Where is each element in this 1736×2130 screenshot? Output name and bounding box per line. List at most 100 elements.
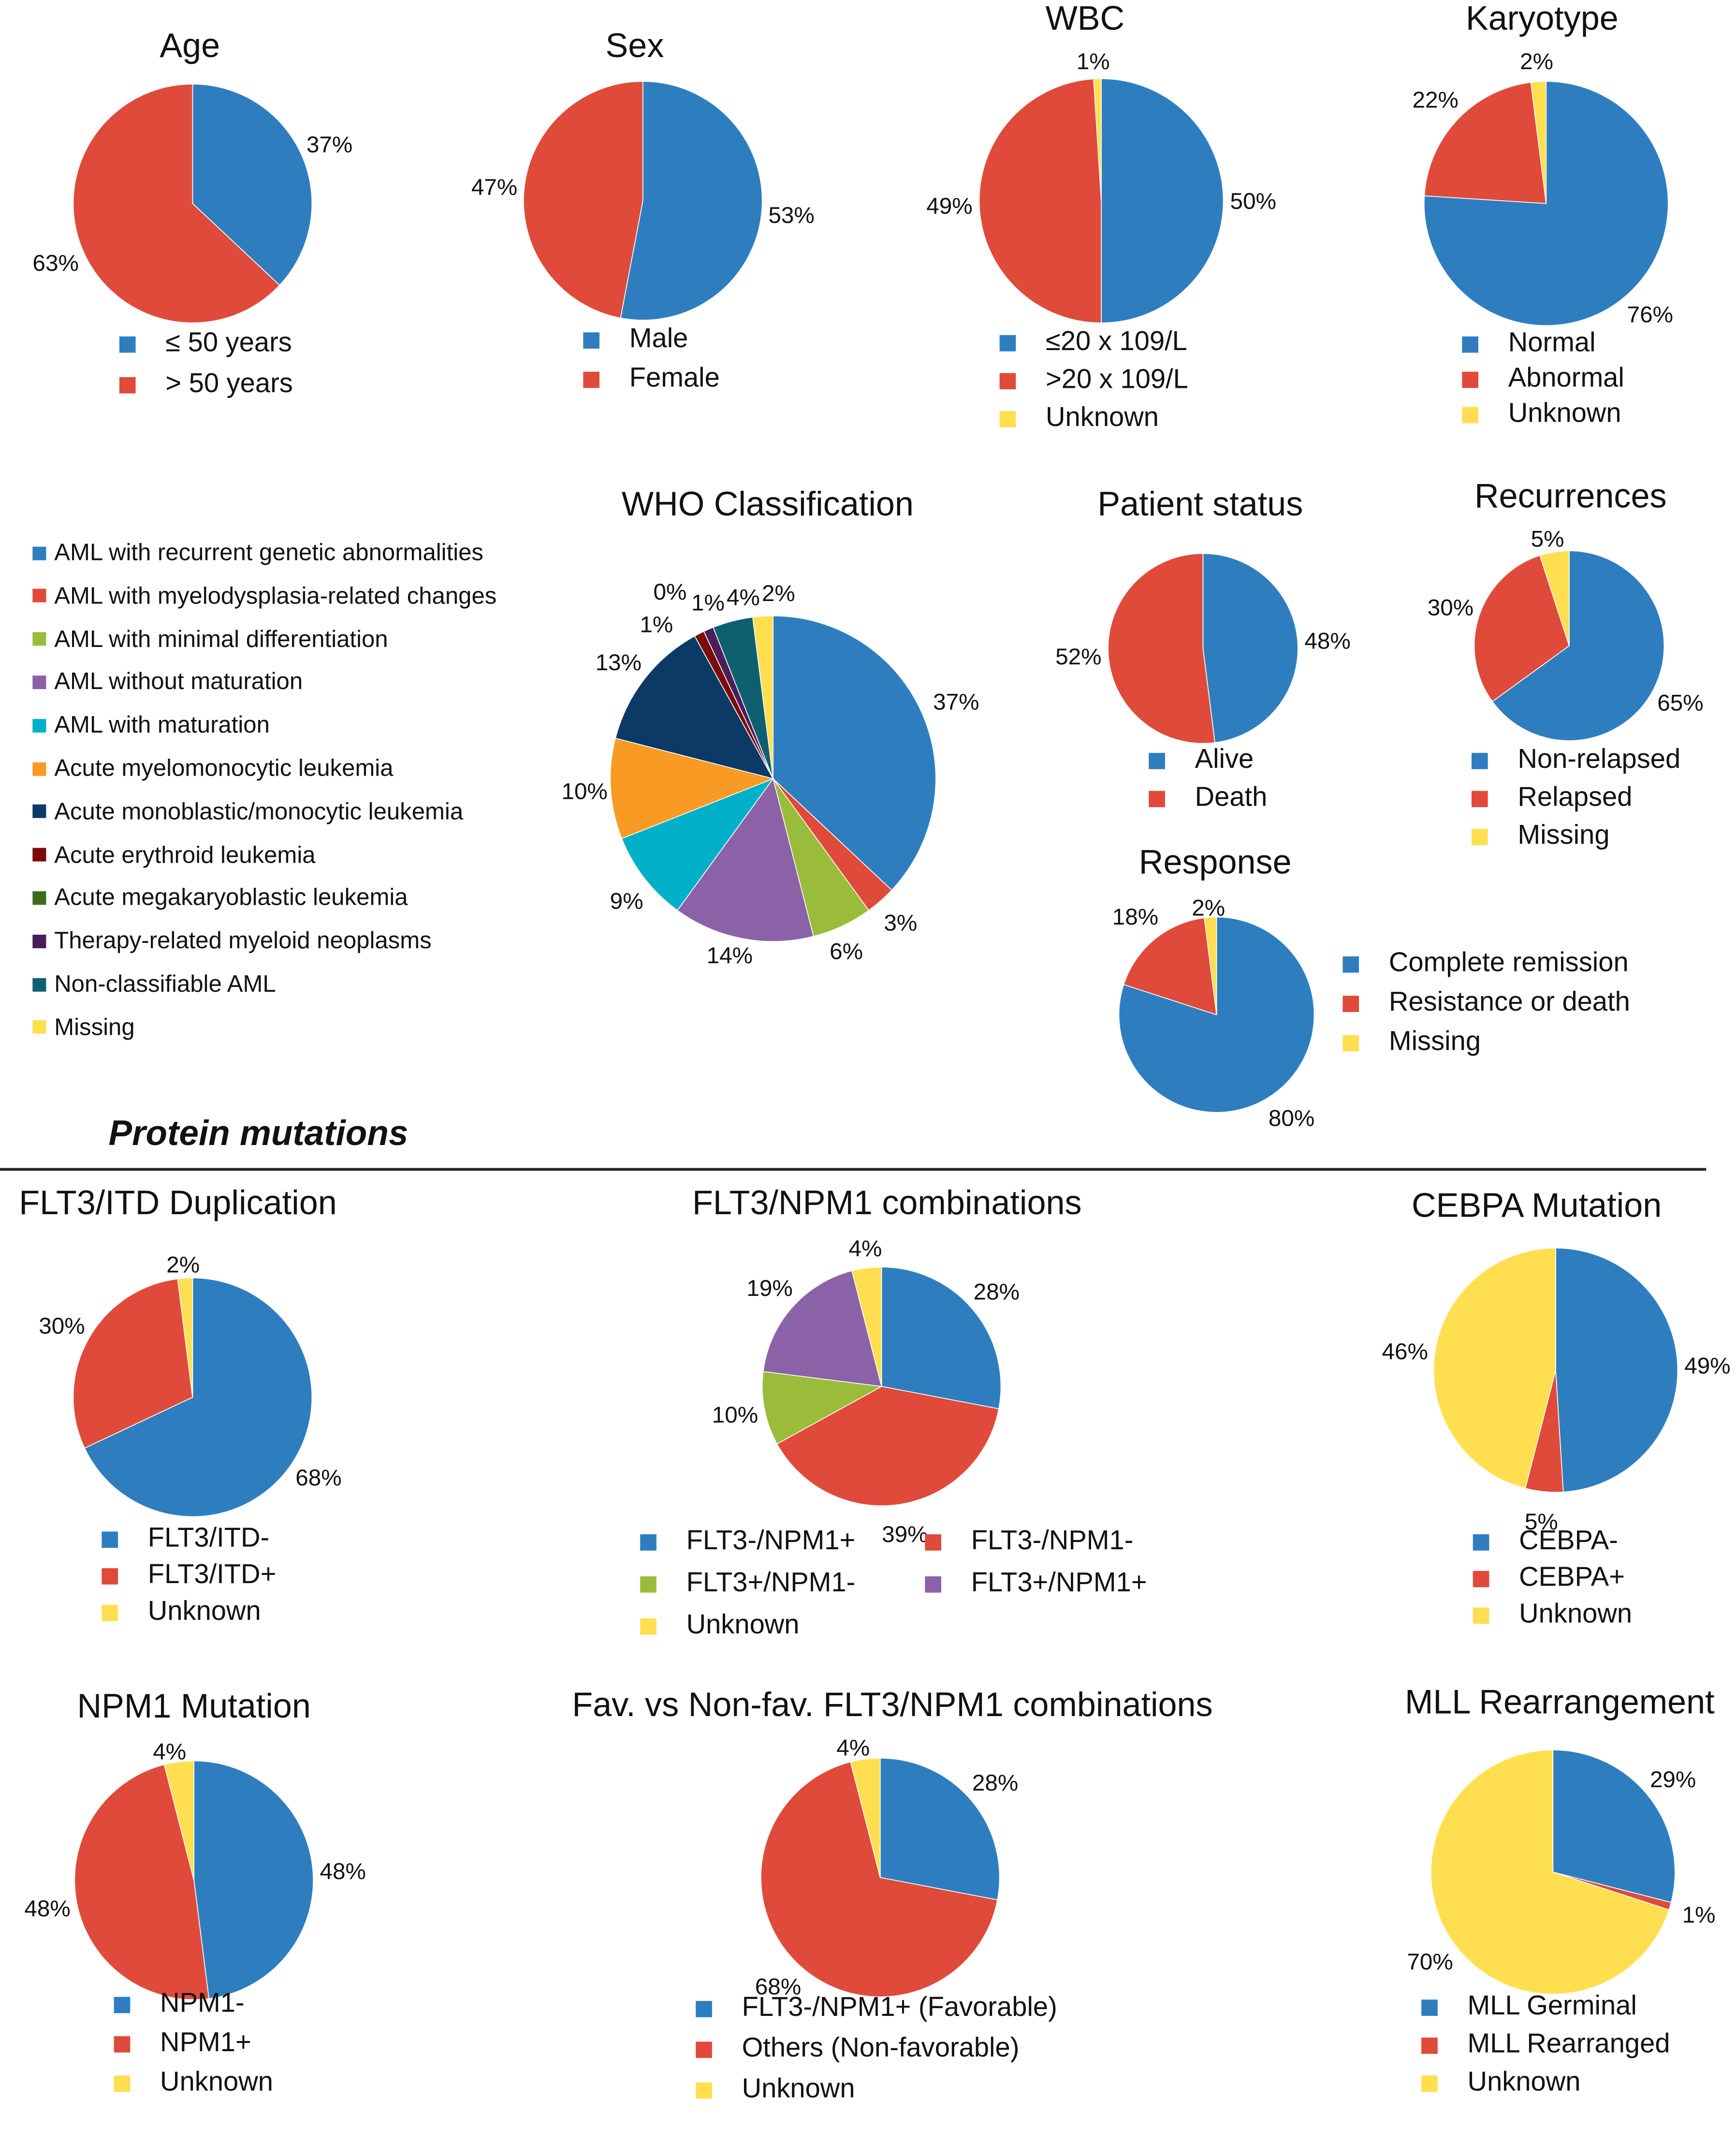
flt3-npm1-combinations-title: FLT3/NPM1 combinations	[692, 1184, 1082, 1222]
who-classification-value-label: 9%	[610, 889, 643, 914]
npm1-mutation-legend-item: NPM1+	[114, 2028, 251, 2059]
sex-slice	[523, 81, 643, 319]
recurrences-legend-item: Relapsed	[1471, 783, 1632, 814]
legend-label: Unknown	[686, 1610, 800, 1640]
legend-swatch	[640, 1617, 656, 1634]
response-legend-item: Missing	[1342, 1027, 1481, 1058]
mll-rearrangement-title: MLL Rearrangement	[1404, 1683, 1715, 1722]
fav-vs-non-fav-flt3-npm1-combinations-legend-item: Unknown	[696, 2074, 855, 2106]
cebpa-mutation-slice	[1555, 1248, 1678, 1493]
legend-swatch	[1471, 790, 1488, 807]
fav-vs-non-fav-flt3-npm1-combinations-pie: 28% 68% 4%	[755, 1735, 1018, 1999]
legend-label: Others (Non-favorable)	[742, 2033, 1020, 2064]
mll-rearrangement-value-label: 70%	[1407, 1949, 1453, 1975]
legend-label: MLL Germinal	[1467, 1991, 1637, 2022]
sex-value-label: 53%	[768, 203, 814, 228]
mll-rearrangement-legend-item: MLL Germinal	[1421, 1991, 1637, 2023]
legend-label: Non-classifiable AML	[54, 970, 276, 998]
who-classification-legend-item: Acute monoblastic/monocytic leukemia	[32, 797, 463, 826]
legend-label: Missing	[1517, 821, 1610, 851]
flt3-npm1-combinations-legend-item: FLT3+/NPM1+	[925, 1568, 1147, 1600]
who-classification-legend-item: AML with minimal differentiation	[32, 625, 388, 653]
who-classification-slice	[610, 737, 774, 839]
cebpa-mutation-legend-item: CEBPA-	[1473, 1526, 1618, 1557]
cebpa-mutation-legend-item: Unknown	[1473, 1600, 1632, 1631]
npm1-mutation-legend-item: NPM1-	[114, 1989, 245, 2020]
section-divider	[0, 1168, 1707, 1170]
legend-swatch	[999, 372, 1016, 389]
legend-swatch	[1471, 752, 1488, 769]
flt3-npm1-combinations-legend-item: Unknown	[640, 1610, 800, 1642]
who-classification-slice	[773, 615, 936, 891]
legend-label: Abnormal	[1508, 363, 1624, 394]
legend-label: NPM1+	[160, 2028, 251, 2058]
age-pie: 37% 63%	[32, 84, 352, 323]
karyotype-slice	[1530, 81, 1547, 204]
patient-status-value-label: 48%	[1304, 629, 1350, 654]
who-classification-value-label: 2%	[762, 581, 795, 606]
section-title: Protein mutations	[108, 1112, 408, 1153]
legend-label: AML without maturation	[54, 668, 303, 695]
patient-status-title: Patient status	[1097, 485, 1303, 524]
legend-label: Alive	[1195, 745, 1254, 775]
npm1-mutation-value-label: 48%	[320, 1859, 365, 1884]
legend-swatch	[1421, 2037, 1438, 2054]
flt3-npm1-combinations-value-label: 19%	[746, 1276, 792, 1301]
flt3-npm1-combinations-value-label: 10%	[712, 1402, 758, 1428]
legend-swatch	[696, 2000, 712, 2017]
legend-label: >20 x 109/L	[1046, 365, 1188, 395]
flt3-npm1-combinations-value-label: 39%	[882, 1522, 928, 1547]
fav-vs-non-fav-flt3-npm1-combinations-slice	[850, 1758, 881, 1878]
flt3-itd-duplication-slice	[84, 1277, 313, 1517]
sex-slice	[620, 81, 763, 321]
recurrences-value-label: 30%	[1428, 595, 1473, 620]
legend-swatch	[925, 1533, 942, 1550]
mll-rearrangement-slice	[1430, 1749, 1670, 1995]
response-value-label: 80%	[1269, 1106, 1314, 1131]
fav-vs-non-fav-flt3-npm1-combinations-value-label: 28%	[972, 1770, 1018, 1796]
legend-swatch	[1342, 995, 1359, 1012]
legend-swatch	[32, 762, 46, 776]
age-value-label: 63%	[32, 250, 78, 276]
who-classification-legend-item: Acute erythroid leukemia	[32, 840, 316, 869]
cebpa-mutation-slice	[1433, 1248, 1556, 1489]
fav-vs-non-fav-flt3-npm1-combinations-title: Fav. vs Non-fav. FLT3/NPM1 combinations	[572, 1686, 1213, 1724]
legend-swatch	[32, 891, 46, 905]
legend-swatch	[1462, 406, 1478, 423]
legend-swatch	[999, 334, 1016, 351]
who-classification-value-label: 1%	[640, 612, 673, 637]
who-classification-legend-item: Missing	[32, 1013, 135, 1042]
who-classification-legend-item: AML with recurrent genetic abnormalities	[32, 539, 483, 567]
flt3-itd-duplication-value-label: 68%	[295, 1465, 341, 1491]
mll-rearrangement-value-label: 29%	[1650, 1767, 1696, 1792]
patient-status-legend-item: Alive	[1149, 745, 1254, 776]
legend-label: Complete remission	[1388, 948, 1629, 978]
legend-label: Death	[1195, 782, 1268, 813]
patient-status-slice	[1108, 553, 1216, 744]
age-value-label: 37%	[306, 132, 352, 158]
recurrences-legend-item: Non-relapsed	[1471, 745, 1681, 776]
mll-rearrangement-legend-item: MLL Rearranged	[1421, 2029, 1670, 2061]
who-classification-value-label: 14%	[707, 943, 753, 969]
who-classification-slice	[752, 615, 773, 779]
legend-label: Non-relapsed	[1517, 745, 1681, 775]
wbc-slice	[978, 78, 1102, 323]
legend-label: Missing	[54, 1013, 135, 1041]
fav-vs-non-fav-flt3-npm1-combinations-slice	[760, 1761, 998, 1998]
npm1-mutation-slice	[193, 1760, 314, 1999]
who-classification-value-label: 1%	[691, 590, 725, 616]
legend-swatch	[1462, 371, 1478, 387]
fav-vs-non-fav-flt3-npm1-combinations-legend-item: Others (Non-favorable)	[696, 2033, 1019, 2065]
response-value-label: 18%	[1112, 904, 1158, 930]
who-classification-legend-item: Acute megakaryoblastic leukemia	[32, 883, 408, 912]
fav-vs-non-fav-flt3-npm1-combinations-value-label: 4%	[836, 1735, 870, 1761]
legend-swatch	[32, 1020, 46, 1034]
legend-label: Unknown	[147, 1597, 261, 1627]
wbc-value-label: 50%	[1230, 189, 1276, 214]
wbc-value-label: 49%	[926, 193, 972, 219]
flt3-npm1-combinations-legend-item: FLT3-/NPM1-	[925, 1526, 1133, 1557]
who-classification-pie: 37%3%6%14%9%10%13%1%0% 1% 4% 2%	[561, 579, 979, 969]
who-classification-title: WHO Classification	[621, 485, 914, 524]
legend-label: Female	[629, 363, 720, 394]
